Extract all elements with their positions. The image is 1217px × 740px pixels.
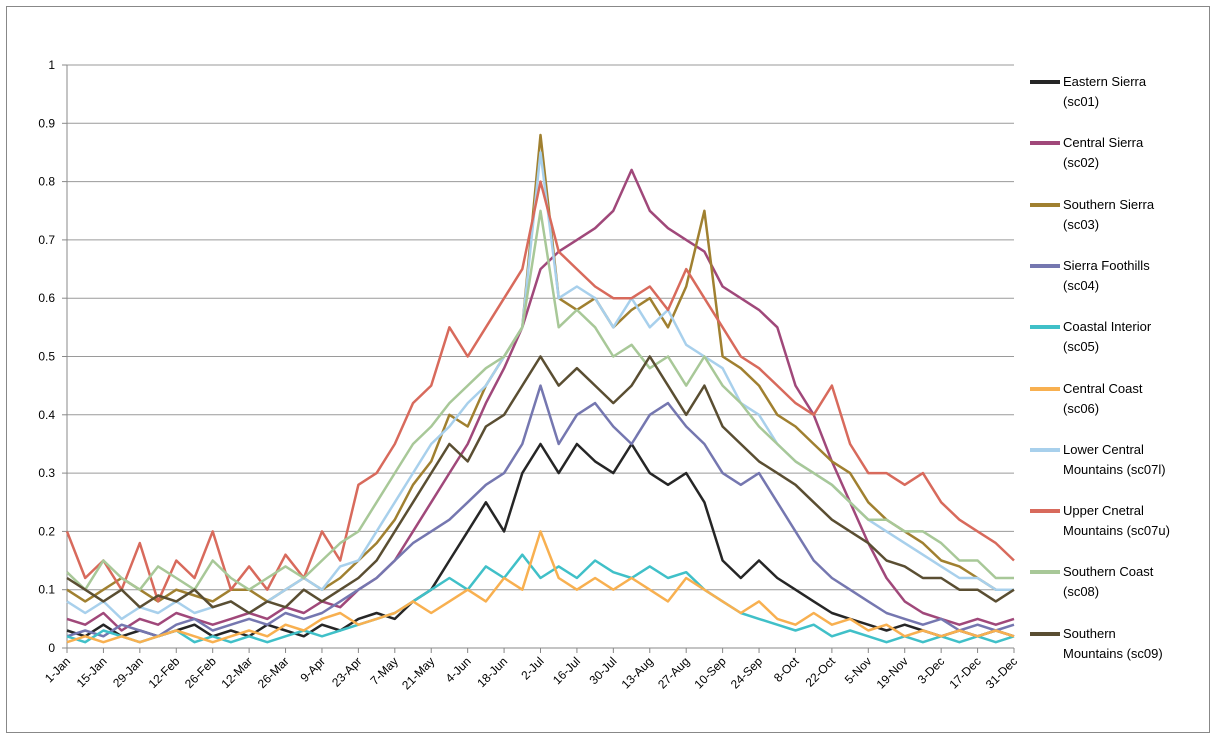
series-line — [66, 553, 1015, 644]
y-tick-label: 0.3 — [38, 466, 55, 480]
legend-entry: Central Coast (sc06) — [1028, 379, 1213, 429]
y-tick-label: 0.7 — [38, 233, 55, 247]
legend-entry: Southern Mountains (sc09) — [1028, 624, 1213, 674]
series-line — [66, 209, 1014, 591]
legend-entry: Lower Central Mountains (sc07l) — [1028, 440, 1213, 490]
legend-swatch — [1030, 263, 1060, 268]
legend-entry: Central Sierra (sc02) — [1028, 133, 1213, 183]
legend-entry: Upper Cnetral Mountains (sc07u) — [1028, 501, 1213, 551]
y-tick-label: 0.1 — [38, 583, 55, 597]
series-line — [66, 384, 1015, 638]
series-line — [66, 530, 1015, 644]
legend-swatch — [1030, 509, 1060, 514]
legend-swatch — [1030, 631, 1060, 636]
legend-swatch — [1030, 80, 1060, 84]
legend-label: Upper Cnetral Mountains (sc07u) — [1063, 503, 1170, 539]
series-line — [66, 355, 1015, 615]
legend-label: Southern Sierra (sc03) — [1063, 196, 1155, 232]
legend-entry: Eastern Sierra (sc01) — [1028, 72, 1213, 122]
legend-swatch — [1030, 202, 1060, 207]
legend-swatch — [1030, 447, 1060, 452]
series-line — [65, 180, 1015, 603]
legend-label: Southern Mountains (sc09) — [1063, 625, 1163, 661]
legend-swatch — [1030, 325, 1060, 330]
y-tick-label: 0.5 — [38, 350, 55, 364]
y-tick-label: 0.2 — [38, 524, 55, 538]
legend-entry: Sierra Foothills (sc04) — [1028, 256, 1213, 306]
legend-label: Sierra Foothills (sc04) — [1063, 257, 1150, 293]
series-line — [66, 168, 1015, 632]
chart-border — [6, 6, 1210, 733]
legend-label: Eastern Sierra (sc01) — [1063, 74, 1147, 109]
legend-label: Central Coast (sc06) — [1063, 380, 1143, 416]
legend-label: Lower Central Mountains (sc07l) — [1063, 441, 1166, 477]
legend-entry: Southern Coast (sc08) — [1028, 562, 1213, 612]
legend-label: Southern Coast (sc08) — [1063, 564, 1154, 600]
legend-swatch — [1030, 141, 1060, 146]
y-tick-label: 0.4 — [38, 408, 55, 422]
legend-label: Coastal Interior (sc05) — [1063, 319, 1152, 355]
y-tick-label: 0 — [48, 641, 55, 655]
legend-entry: Coastal Interior (sc05) — [1028, 317, 1213, 367]
legend-entry: Southern Sierra (sc03) — [1028, 195, 1213, 245]
series-line — [66, 133, 1014, 603]
y-tick-label: 0.8 — [38, 175, 55, 189]
legend-label: Central Sierra (sc02) — [1063, 135, 1144, 171]
legend-swatch — [1030, 386, 1060, 391]
y-tick-label: 0.6 — [38, 291, 55, 305]
y-tick-label: 1 — [48, 58, 55, 72]
y-tick-label: 0.9 — [38, 116, 55, 130]
legend-swatch — [1030, 570, 1060, 575]
series-line — [66, 442, 1015, 638]
